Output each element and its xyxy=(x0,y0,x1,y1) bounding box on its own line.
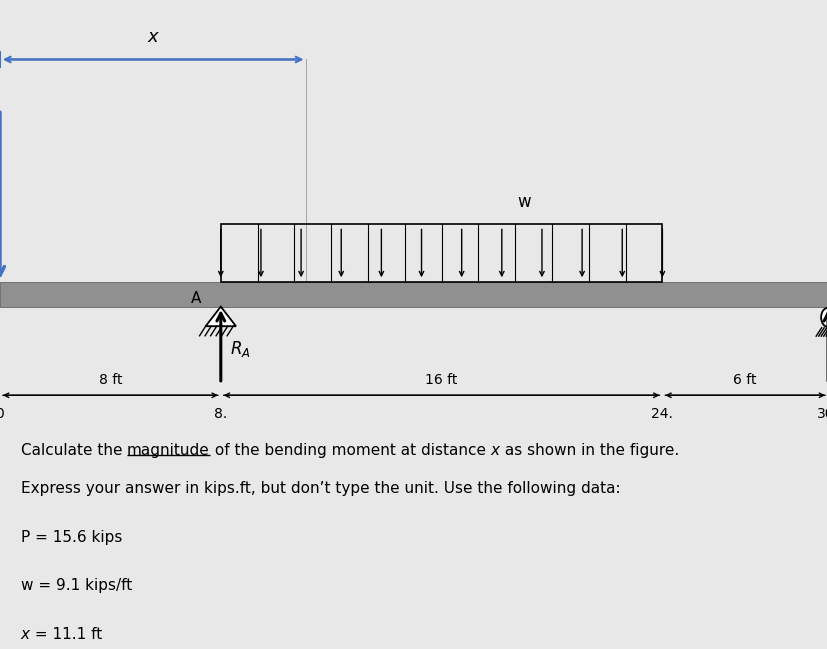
Text: w: w xyxy=(517,193,531,211)
Text: Express your answer in kips.ft, but don’t type the unit. Use the following data:: Express your answer in kips.ft, but don’… xyxy=(21,481,619,496)
Text: = 11.1 ft: = 11.1 ft xyxy=(30,627,102,642)
Text: 6 ft: 6 ft xyxy=(733,373,756,387)
Text: Calculate the: Calculate the xyxy=(21,443,127,458)
Polygon shape xyxy=(205,306,236,326)
Text: A: A xyxy=(191,291,201,306)
Text: $R_A$: $R_A$ xyxy=(230,339,251,359)
Circle shape xyxy=(820,308,827,327)
Text: x: x xyxy=(21,627,30,642)
Text: 16 ft: 16 ft xyxy=(425,373,457,387)
Text: 24.: 24. xyxy=(651,407,672,421)
Bar xyxy=(221,225,662,282)
Text: 8.: 8. xyxy=(214,407,227,421)
Text: x: x xyxy=(490,443,500,458)
Text: 0: 0 xyxy=(0,407,4,421)
Text: of the bending moment at distance: of the bending moment at distance xyxy=(209,443,490,458)
Text: magnitude: magnitude xyxy=(127,443,209,458)
Text: w = 9.1 kips/ft: w = 9.1 kips/ft xyxy=(21,578,131,593)
Text: as shown in the figure.: as shown in the figure. xyxy=(500,443,678,458)
Text: 8 ft: 8 ft xyxy=(98,373,122,387)
Text: P = 15.6 kips: P = 15.6 kips xyxy=(21,530,122,545)
Text: 30.: 30. xyxy=(816,407,827,421)
Text: x: x xyxy=(148,28,158,46)
Bar xyxy=(0,282,827,307)
